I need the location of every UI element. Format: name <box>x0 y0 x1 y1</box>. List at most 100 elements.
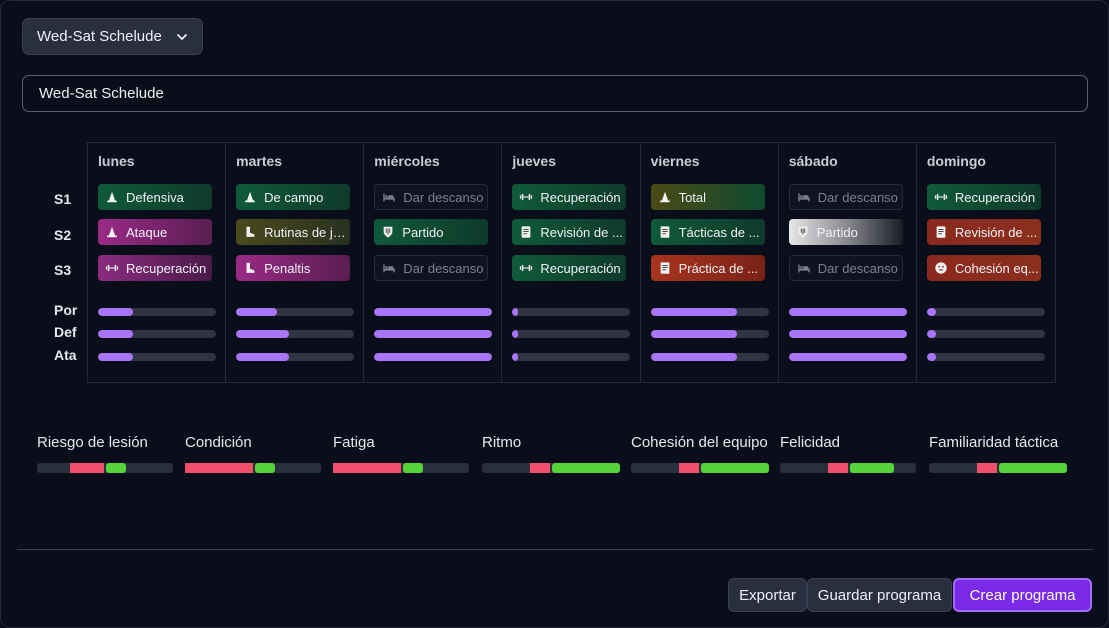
cone-icon <box>104 189 120 205</box>
metric: Fatiga <box>333 434 469 473</box>
row-label-s2: S2 <box>54 227 72 243</box>
day-name: sábado <box>788 153 838 169</box>
cone-icon <box>242 189 258 205</box>
level-bar-fill <box>650 330 737 338</box>
level-bar-ata <box>650 353 769 361</box>
level-bar-fill <box>926 308 937 316</box>
session-chip[interactable]: Práctica de ... <box>650 255 765 281</box>
preset-dropdown-label: Wed-Sat Schelude <box>37 28 162 45</box>
session-chip[interactable]: Dar descanso <box>788 184 903 210</box>
session-label: Práctica de ... <box>678 260 759 276</box>
metric-bar <box>780 463 916 473</box>
session-label: Recuperación <box>954 189 1036 205</box>
session-label: Rutinas de ju... <box>264 224 351 240</box>
metric-positive-segment <box>999 463 1067 473</box>
metric-positive-segment <box>850 463 894 473</box>
session-chip[interactable]: Penaltis <box>236 255 351 281</box>
session-label: Dar descanso <box>817 189 898 205</box>
session-chip[interactable]: Defensiva <box>98 184 212 210</box>
dumbbell-icon <box>104 260 120 276</box>
metric-bar <box>185 463 321 473</box>
level-bar-ata <box>788 353 907 361</box>
session-label: Dar descanso <box>403 189 484 205</box>
level-bar-def <box>926 330 1045 338</box>
level-bar-fill <box>788 308 907 316</box>
level-bar-fill <box>236 353 290 361</box>
session-chip[interactable]: Total <box>650 184 765 210</box>
cone-icon <box>657 189 673 205</box>
boot-icon <box>242 260 258 276</box>
metric-bar <box>929 463 1067 473</box>
cone-icon <box>104 224 120 240</box>
day-name: jueves <box>512 153 557 169</box>
metric-label: Familiaridad táctica <box>929 434 1059 451</box>
day-column-sábado: sábado Dar descanso Partido Dar descanso <box>779 143 917 382</box>
create-program-button[interactable]: Crear programa <box>953 578 1092 612</box>
document-icon <box>518 224 534 240</box>
session-chip[interactable]: Recuperación <box>512 184 627 210</box>
metric-negative-segment <box>977 463 997 473</box>
session-label: Penaltis <box>264 260 311 276</box>
session-label: Total <box>678 189 707 205</box>
level-bar-fill <box>374 330 493 338</box>
level-bar-fill <box>236 308 278 316</box>
metric-bar <box>631 463 769 473</box>
row-label-ata: Ata <box>54 347 77 363</box>
metric-negative-segment <box>679 463 699 473</box>
session-chip[interactable]: Revisión de ... <box>926 219 1041 245</box>
session-chip[interactable]: Recuperación <box>98 255 212 281</box>
preset-dropdown[interactable]: Wed-Sat Schelude <box>22 18 203 55</box>
level-bar-def <box>98 330 216 338</box>
bed-icon <box>381 260 397 276</box>
level-bar-por <box>926 308 1045 316</box>
session-chip[interactable]: Dar descanso <box>374 255 489 281</box>
level-bar-por <box>98 308 216 316</box>
session-label: Partido <box>402 224 444 240</box>
session-chip[interactable]: Partido <box>374 219 489 245</box>
program-name-input[interactable] <box>22 75 1088 112</box>
level-bar-por <box>374 308 493 316</box>
session-chip[interactable]: Partido <box>788 219 903 245</box>
metric-label: Riesgo de lesión <box>37 434 148 451</box>
dumbbell-icon <box>518 260 534 276</box>
session-label: De campo <box>264 189 324 205</box>
session-chip[interactable]: Recuperación <box>512 255 627 281</box>
day-column-lunes: lunes Defensiva Ataque Recuperación <box>88 143 227 382</box>
session-chip[interactable]: Recuperación <box>926 184 1041 210</box>
week-grid: lunes Defensiva Ataque Recuperación martes De… <box>87 142 1056 383</box>
level-bar-def <box>650 330 769 338</box>
session-chip[interactable]: Tácticas de ... <box>650 219 765 245</box>
export-button[interactable]: Exportar <box>728 578 807 612</box>
level-bar-fill <box>98 330 134 338</box>
level-bar-fill <box>650 353 737 361</box>
session-chip[interactable]: Dar descanso <box>788 255 903 281</box>
save-program-button[interactable]: Guardar programa <box>807 578 952 612</box>
shield-icon <box>380 224 396 240</box>
metric-negative-segment <box>828 463 848 473</box>
dumbbell-icon <box>933 189 949 205</box>
session-chip[interactable]: De campo <box>236 184 351 210</box>
session-chip[interactable]: Ataque <box>98 219 212 245</box>
metric-label: Ritmo <box>482 434 522 451</box>
session-label: Tácticas de ... <box>678 224 760 240</box>
metric-negative-segment <box>530 463 550 473</box>
session-chip[interactable]: Rutinas de ju... <box>236 219 351 245</box>
level-bar-por <box>650 308 769 316</box>
day-name: miércoles <box>374 153 440 169</box>
metric: Familiaridad táctica <box>929 434 1067 473</box>
level-bar-ata <box>374 353 493 361</box>
metric-label: Felicidad <box>780 434 841 451</box>
session-chip[interactable]: Revisión de ... <box>512 219 627 245</box>
document-icon <box>657 224 673 240</box>
metric-bar <box>37 463 173 473</box>
document-icon <box>657 260 673 276</box>
level-bar-def <box>236 330 355 338</box>
bed-icon <box>796 260 812 276</box>
session-chip[interactable]: Dar descanso <box>374 184 489 210</box>
chevron-down-icon <box>177 34 187 40</box>
session-chip[interactable]: Cohesión eq... <box>926 255 1041 281</box>
row-label-s3: S3 <box>54 262 72 278</box>
session-label: Recuperación <box>540 260 621 276</box>
level-bar-ata <box>98 353 216 361</box>
day-column-martes: martes De campo Rutinas de ju... Penaltis <box>226 143 365 382</box>
